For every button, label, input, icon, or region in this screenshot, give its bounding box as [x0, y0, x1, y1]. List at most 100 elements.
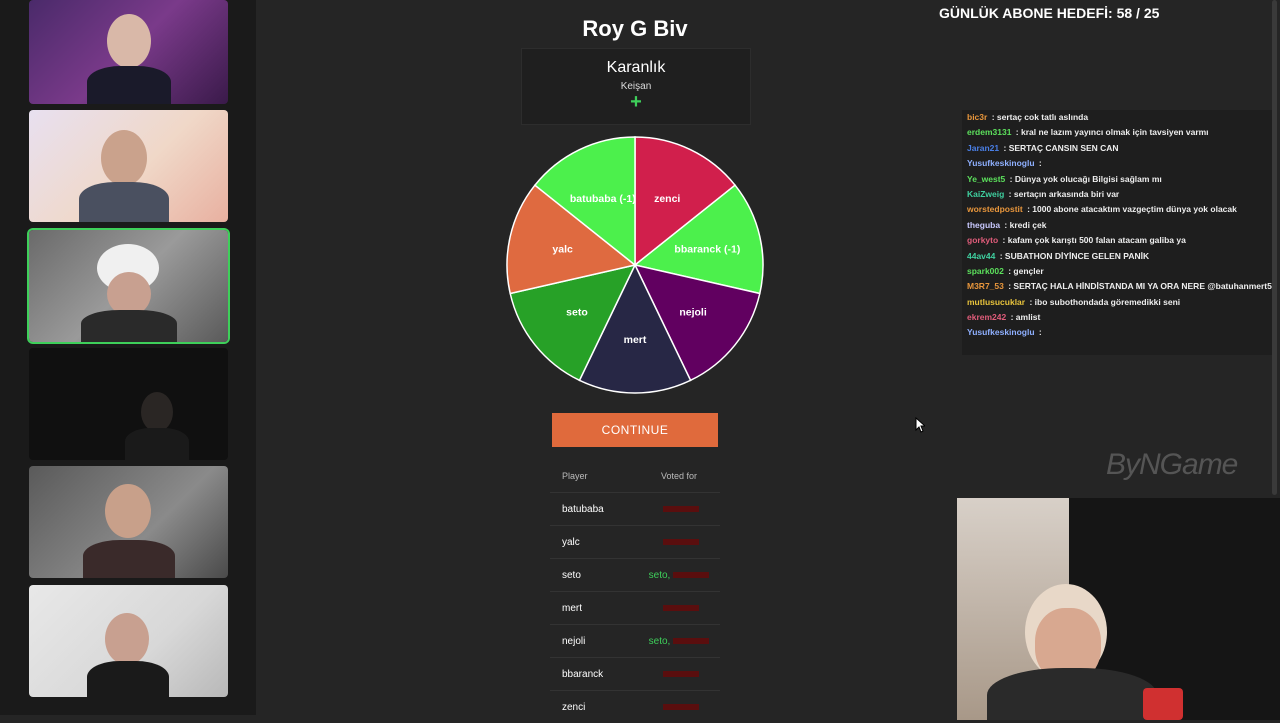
- hidden-vote-redacted: [662, 670, 699, 677]
- vote-row: yalc: [550, 525, 720, 558]
- chat-text: : kafam çok karıştı 500 falan atacam gal…: [1000, 235, 1186, 246]
- chat-username[interactable]: worstedpostit: [967, 204, 1023, 215]
- chat-message: M3R7_53 : SERTAÇ HALA HİNDİSTANDA MI YA …: [962, 279, 1274, 294]
- vote-wheel[interactable]: zenci bbaranck (-1) nejoli mert seto yalc batu…: [503, 133, 767, 397]
- chat-text: : ibo subothondada göremedikki seni: [1027, 296, 1181, 307]
- streamer-webcam: [957, 498, 1280, 720]
- hidden-vote-redacted: [662, 538, 699, 545]
- vote-player: yalc: [562, 536, 580, 548]
- vote-target: [638, 702, 720, 713]
- role-name: Karanlık: [606, 59, 666, 76]
- role-subtitle: Keişan: [620, 81, 652, 92]
- webcam-feed-speaking: [29, 230, 228, 342]
- chat-message: gorkyto : kafam çok karıştı 500 falan at…: [962, 233, 1274, 248]
- chat-message: Yusufkeskinoglu :: [962, 156, 1274, 171]
- player-column-header: Player: [562, 471, 588, 481]
- vote-player: seto: [562, 569, 581, 581]
- hidden-vote-redacted: [662, 604, 699, 611]
- chat-message: 44av44 : SUBATHON DİYİNCE GELEN PANİK: [962, 249, 1274, 264]
- chat-username[interactable]: gorkyto: [967, 235, 999, 246]
- wheel-segment[interactable]: [578, 263, 692, 394]
- wheel-label: zenci: [654, 193, 680, 205]
- scrollbar[interactable]: [1272, 0, 1277, 495]
- chat-username[interactable]: Yusufkeskinoglu: [967, 327, 1035, 338]
- chat-text: :: [1036, 327, 1042, 338]
- vote-row: zenci: [550, 690, 720, 723]
- watermark-logo: ByNGame: [1106, 448, 1238, 481]
- vote-target: [638, 603, 720, 614]
- chat-text: : SERTAÇ CANSIN SEN CAN: [1001, 142, 1119, 153]
- chat-text: : gençler: [1005, 265, 1044, 276]
- chat-text: : sertaçın arkasında biri var: [1006, 188, 1120, 199]
- role-card: Karanlık Keişan +: [521, 48, 751, 125]
- vote-player: mert: [562, 602, 582, 614]
- wheel-segment[interactable]: [633, 263, 761, 382]
- chat-text: : sertaç cok tatlı aslında: [989, 112, 1089, 122]
- chat-text: : 1000 abone atacaktım vazgeçtim dünya y…: [1024, 204, 1237, 215]
- webcam-feed: [29, 110, 228, 222]
- game-title: Roy G Biv: [582, 16, 688, 41]
- vote-player: bbaranck: [562, 668, 604, 680]
- chat-message: bic3r : sertaç cok tatlı aslında: [962, 110, 1274, 125]
- chat-username[interactable]: Jaran21: [967, 142, 1000, 153]
- plus-icon[interactable]: +: [630, 91, 642, 113]
- chat-text: : amlist: [1008, 312, 1041, 323]
- chat-message: worstedpostit : 1000 abone atacaktım vaz…: [962, 202, 1274, 217]
- vote-player: nejoli: [562, 635, 586, 647]
- vote-target: [638, 504, 720, 515]
- wheel-segment[interactable]: [633, 184, 764, 295]
- hidden-vote-redacted: [673, 637, 710, 644]
- wheel-segment[interactable]: [509, 263, 637, 382]
- vote-row: mert: [550, 591, 720, 624]
- hidden-vote-redacted: [673, 571, 710, 578]
- wheel-label: bbaranck (-1): [674, 243, 740, 255]
- wheel-segment[interactable]: [533, 136, 636, 267]
- wheel-label: yalc: [552, 243, 573, 255]
- wheel-segment[interactable]: [634, 136, 737, 267]
- vote-player: zenci: [562, 701, 586, 713]
- chat-message: Jaran21 : SERTAÇ CANSIN SEN CAN: [962, 141, 1274, 156]
- chat-message: Ye_west5 : Dünya yok olucağı Bilgisi sağ…: [962, 172, 1274, 187]
- vote-table-header: Player Voted for: [550, 460, 720, 492]
- chat-username[interactable]: spark002: [967, 265, 1004, 276]
- wheel-label: seto: [566, 306, 588, 318]
- chat-username[interactable]: theguba: [967, 219, 1001, 230]
- chat-text: : SERTAÇ HALA HİNDİSTANDA MI YA ORA NERE…: [1005, 281, 1272, 292]
- chat-panel: bic3r : sertaç cok tatlı aslında erdem313…: [962, 110, 1274, 355]
- chat-username[interactable]: erdem3131: [967, 127, 1012, 138]
- chat-text: : kredi çek: [1002, 219, 1047, 230]
- vote-table: Player Voted for batubaba yalc seto seto, me…: [550, 460, 720, 723]
- wheel-label: mert: [624, 334, 647, 346]
- vote-row: nejoli seto,: [550, 624, 720, 657]
- wheel-label: nejoli: [679, 306, 707, 318]
- chat-message: mutlusucuklar : ibo subothondada göremed…: [962, 295, 1274, 310]
- hidden-vote-redacted: [662, 505, 699, 512]
- webcam-feed: [29, 0, 228, 104]
- vote-row: seto seto,: [550, 558, 720, 591]
- subscriber-goal: GÜNLÜK ABONE HEDEFİ: 58 / 25: [939, 5, 1160, 21]
- chat-message: theguba : kredi çek: [962, 218, 1274, 233]
- webcam-sidebar: [0, 0, 256, 715]
- webcam-feed: [29, 466, 228, 578]
- chat-username[interactable]: KaiZweig: [967, 188, 1005, 199]
- chat-username[interactable]: Yusufkeskinoglu: [967, 158, 1035, 169]
- continue-button[interactable]: CONTINUE: [552, 413, 718, 447]
- webcam-feed: [29, 348, 228, 460]
- chat-text: : Dünya yok olucağı Bilgisi sağlam mı: [1007, 173, 1162, 184]
- chat-username[interactable]: bic3r: [967, 112, 988, 122]
- chat-username[interactable]: Ye_west5: [967, 173, 1006, 184]
- chat-username[interactable]: mutlusucuklar: [967, 296, 1026, 307]
- vote-target: seto,: [638, 570, 720, 581]
- wheel-segment[interactable]: [506, 184, 637, 295]
- chat-username[interactable]: M3R7_53: [967, 281, 1004, 292]
- hidden-vote-redacted: [662, 703, 699, 710]
- chat-text: : kral ne lazım yayıncı olmak için tavsi…: [1013, 127, 1209, 138]
- chat-username[interactable]: ekrem242: [967, 312, 1007, 323]
- vote-player: batubaba: [562, 503, 604, 515]
- vote-row: bbaranck: [550, 657, 720, 690]
- chat-username[interactable]: 44av44: [967, 250, 996, 261]
- mouse-cursor-icon: [915, 417, 925, 433]
- voted-column-header: Voted for: [660, 471, 698, 481]
- chat-message: KaiZweig : sertaçın arkasında biri var: [962, 187, 1274, 202]
- chat-message: Yusufkeskinoglu :: [962, 325, 1274, 340]
